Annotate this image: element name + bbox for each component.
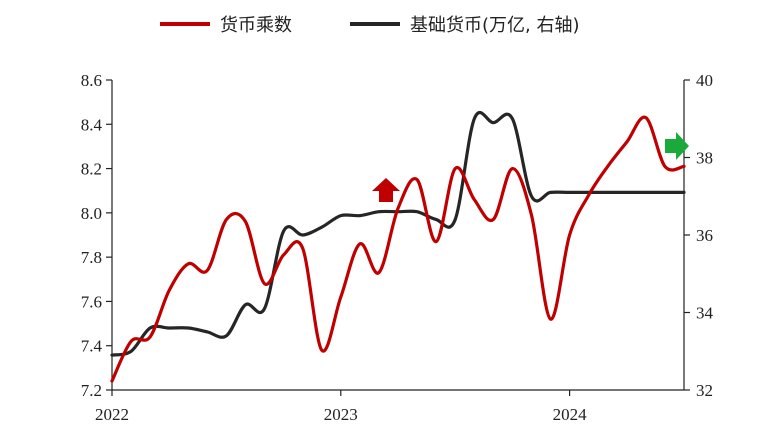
left-tick-label: 7.2 bbox=[81, 381, 102, 400]
x-tick-label: 2022 bbox=[95, 405, 129, 424]
right-tick-label: 40 bbox=[696, 71, 713, 90]
series-line-base-money bbox=[110, 110, 686, 357]
right-arrow-icon bbox=[665, 132, 689, 160]
up-arrow-icon bbox=[372, 178, 400, 202]
x-tick-label: 2023 bbox=[324, 405, 358, 424]
marker-layer bbox=[372, 132, 689, 202]
right-tick-label: 34 bbox=[696, 304, 714, 323]
legend: 货币乘数 基础货币(万亿, 右轴) bbox=[160, 15, 580, 36]
series-line-money-multiplier bbox=[110, 115, 686, 383]
x-ticks: 2022 2023 2024 bbox=[95, 390, 587, 424]
left-tick-label: 8.2 bbox=[81, 160, 102, 179]
legend-label-money-multiplier: 货币乘数 bbox=[220, 15, 292, 36]
right-y-ticks: 32 34 36 38 40 bbox=[684, 71, 714, 400]
left-y-ticks: 7.2 7.4 7.6 7.8 8.0 8.2 8.4 8.6 bbox=[81, 71, 112, 400]
legend-label-base-money: 基础货币(万亿, 右轴) bbox=[410, 15, 580, 36]
right-tick-label: 38 bbox=[696, 149, 713, 168]
right-tick-label: 36 bbox=[696, 226, 713, 245]
series-layer bbox=[110, 110, 686, 383]
left-tick-label: 8.0 bbox=[81, 204, 102, 223]
left-tick-label: 7.6 bbox=[81, 292, 102, 311]
left-tick-label: 7.4 bbox=[81, 337, 103, 356]
left-tick-label: 8.4 bbox=[81, 115, 103, 134]
right-tick-label: 32 bbox=[696, 381, 713, 400]
left-tick-label: 7.8 bbox=[81, 248, 102, 267]
x-tick-label: 2024 bbox=[553, 405, 588, 424]
left-tick-label: 8.6 bbox=[81, 71, 102, 90]
